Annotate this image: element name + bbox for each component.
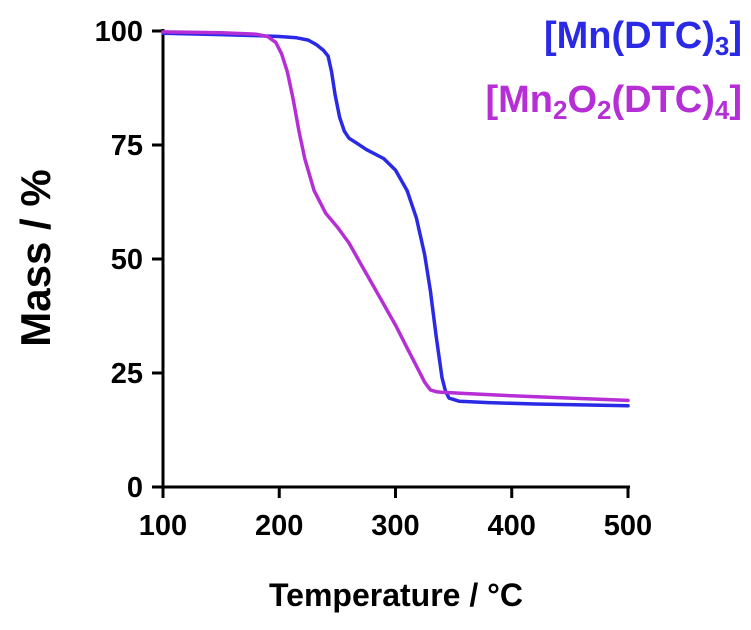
x-tick-label: 200 (255, 510, 303, 542)
y-tick-label: 50 (111, 244, 143, 276)
y-tick-label: 100 (95, 16, 143, 48)
series-line-2 (161, 30, 630, 403)
x-tick-label: 400 (488, 510, 536, 542)
x-tick-label: 300 (371, 510, 419, 542)
y-tick-label: 75 (111, 130, 143, 162)
series-layer (161, 30, 630, 408)
series-line-1 (161, 31, 630, 408)
axes: 100 200 300 400 500 0 25 50 75 100 (95, 16, 653, 542)
legend: [Mn(DTC)3] [Mn2O2(DTC)4] (485, 15, 742, 125)
x-tick-label: 100 (139, 510, 187, 542)
legend-entry-1: [Mn(DTC)3] (544, 15, 742, 61)
y-axis-title: Mass / % (12, 169, 59, 346)
y-tick-label: 0 (127, 472, 143, 504)
legend-entry-2: [Mn2O2(DTC)4] (485, 79, 742, 125)
x-tick-label: 500 (604, 510, 652, 542)
x-axis-title: Temperature / °C (269, 577, 523, 613)
y-tick-label: 25 (111, 358, 143, 390)
